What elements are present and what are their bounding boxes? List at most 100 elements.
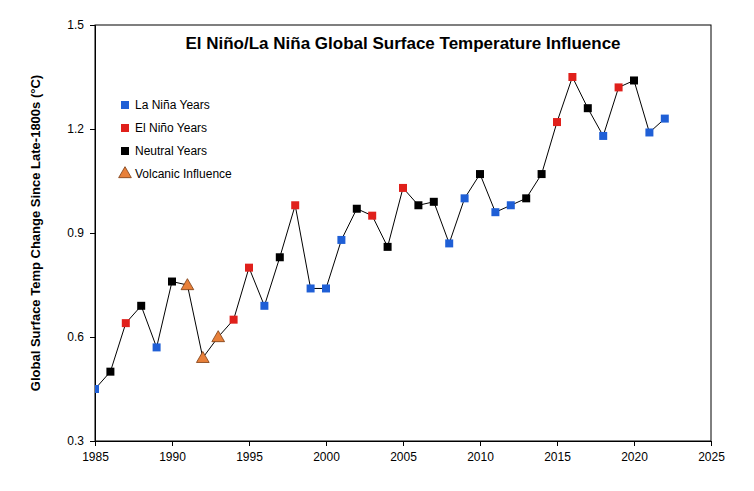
x-tick: 1985 [82,441,109,464]
legend-marker [121,101,129,109]
x-tick-label: 2025 [698,450,725,464]
legend-label: El Niño Years [135,121,207,135]
chart: 1985199019952000200520102015202020250.30… [0,0,754,491]
y-tick-label: 1.2 [67,122,84,136]
data-point [368,212,376,220]
y-axis-line [90,26,96,442]
data-point [630,76,638,84]
data-point [245,264,253,272]
y-tick: 1.5 [67,18,95,32]
y-tick-label: 0.6 [67,330,84,344]
data-point [430,198,438,206]
x-tick: 1990 [159,441,186,464]
y-tick-mark [90,25,95,26]
legend-label: La Niña Years [135,98,210,112]
y-tick-mark [90,129,95,130]
x-tick-label: 1985 [82,450,109,464]
y-axis: 0.3 0.6 0.9 1.2 1.5 [67,18,95,448]
x-tick-mark [634,441,635,446]
x-tick: 2010 [467,441,494,464]
x-tick: 2020 [621,441,648,464]
data-point [461,194,469,202]
data-point [337,236,345,244]
data-point [322,284,330,292]
data-point [661,115,669,123]
x-tick-mark [249,441,250,446]
data-point [645,128,653,136]
data-point [476,170,484,178]
x-tick-mark [326,441,327,446]
x-tick: 2025 [698,441,725,464]
series-markers [95,115,669,393]
x-tick-label: 2000 [313,450,340,464]
y-tick: 0.6 [67,330,95,344]
x-axis-line [96,442,712,447]
legend-label: Neutral Years [135,144,207,158]
data-point [230,316,238,324]
x-tick-mark [711,441,712,446]
legend-marker [121,147,129,155]
plot-marks [95,73,669,393]
data-point [584,104,592,112]
y-tick: 1.2 [67,122,95,136]
y-tick-mark [90,337,95,338]
data-point [491,208,499,216]
x-tick-label: 2020 [621,450,648,464]
data-point [353,205,361,213]
x-tick-mark [480,441,481,446]
data-point [122,319,130,327]
x-tick-label: 2010 [467,450,494,464]
data-point [384,243,392,251]
data-point [168,278,176,286]
data-point [507,201,515,209]
data-point [399,184,407,192]
chart-title: El Niño/La Niña Global Surface Temperatu… [185,34,620,53]
data-point [95,385,99,393]
x-tick-label: 2005 [390,450,417,464]
y-tick-mark [90,233,95,234]
legend-marker [121,124,129,132]
legend-marker [119,167,132,178]
x-tick-label: 1995 [236,450,263,464]
legend: La Niña Years El Niño Years Neutral Years V… [119,98,232,181]
x-tick-mark [403,441,404,446]
data-point [276,253,284,261]
data-point [153,343,161,351]
series-markers [106,76,638,375]
y-tick-label: 0.3 [67,434,84,448]
data-point [599,132,607,140]
plot-frame [95,25,711,441]
y-tick: 0.3 [67,434,95,448]
x-tick: 1995 [236,441,263,464]
data-point [445,239,453,247]
data-point [196,351,209,362]
y-axis-title: Global Surface Temp Change Since Late-18… [28,75,43,391]
x-tick: 2015 [544,441,571,464]
y-tick-mark [90,441,95,442]
data-point [522,194,530,202]
series-markers [122,73,623,327]
data-point [291,201,299,209]
data-point [106,368,114,376]
data-point [615,83,623,91]
data-point [137,302,145,310]
data-point [260,302,268,310]
data-point [212,331,225,342]
y-tick-label: 1.5 [67,18,84,32]
y-tick: 0.9 [67,226,95,240]
data-point [553,118,561,126]
temperature-line [95,77,665,389]
data-point [538,170,546,178]
x-tick-label: 1990 [159,450,186,464]
series-markers [181,279,225,363]
data-point [181,279,194,290]
x-tick-label: 2015 [544,450,571,464]
data-point [414,201,422,209]
x-tick-mark [172,441,173,446]
x-tick-mark [557,441,558,446]
y-tick-label: 0.9 [67,226,84,240]
data-point [307,284,315,292]
x-tick: 2000 [313,441,340,464]
legend-label: Volcanic Influence [135,167,232,181]
x-tick: 2005 [390,441,417,464]
